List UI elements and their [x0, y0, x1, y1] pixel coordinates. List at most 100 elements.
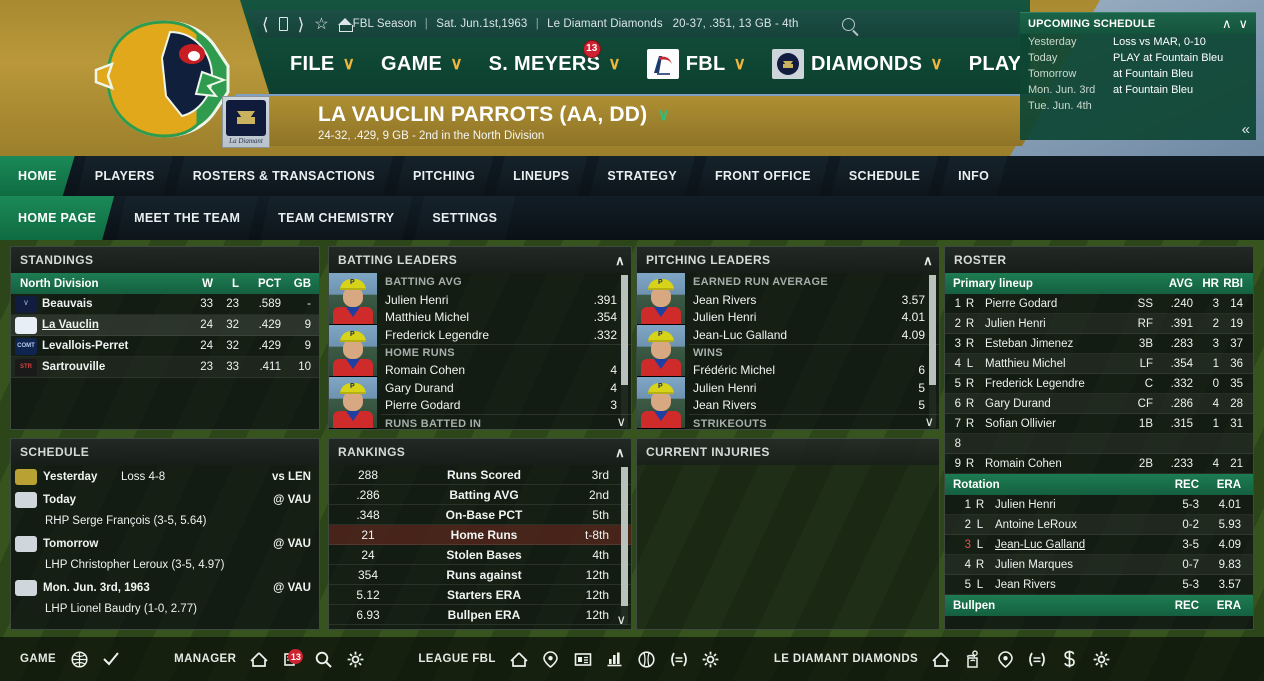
rotation-row[interactable]: 5 L Jean Rivers 5-3 3.57: [945, 575, 1253, 595]
lineup-row[interactable]: 6 R Gary Durand CF .286 4 28: [945, 394, 1253, 414]
chevron-up-icon[interactable]: ∧: [615, 252, 625, 268]
dollar-icon[interactable]: [1058, 648, 1080, 670]
page-icon[interactable]: [278, 17, 288, 31]
player-name[interactable]: Jean-Luc Galland: [995, 538, 1086, 551]
standings-row[interactable]: V Beauvais 33 23 .589 -: [11, 294, 319, 315]
news-icon[interactable]: [572, 648, 594, 670]
chevron-right-icon[interactable]: ⟩: [297, 14, 305, 34]
search-icon[interactable]: [842, 17, 855, 31]
tab-home[interactable]: HOME: [0, 156, 75, 196]
schedule-item[interactable]: Mon. Jun. 3rd, 1963 @ VAU LHP Lionel Baudr…: [11, 576, 319, 620]
gear-icon[interactable]: [1090, 648, 1112, 670]
player-name[interactable]: Antoine LeRoux: [995, 518, 1077, 531]
lineup-row[interactable]: 1 R Pierre Godard SS .240 3 14: [945, 294, 1253, 314]
leader-player-name[interactable]: Jean Rivers: [693, 398, 757, 413]
collapse-icon[interactable]: «: [1241, 121, 1250, 138]
lineup-row[interactable]: 5 R Frederick Legendre C .332 0 35: [945, 374, 1253, 394]
schedule-item[interactable]: Tomorrow @ VAU LHP Christopher Leroux (3-5…: [11, 532, 319, 576]
lineup-row[interactable]: 2 R Julien Henri RF .391 2 19: [945, 314, 1253, 334]
menu-fbl[interactable]: FBL ∨: [646, 49, 746, 79]
rankings-row[interactable]: 21 Home Runs t-8th: [329, 525, 631, 545]
player-name[interactable]: Julien Marques: [995, 558, 1073, 571]
leader-player-name[interactable]: Jean-Luc Galland: [693, 327, 788, 342]
player-name[interactable]: Jean Rivers: [995, 578, 1056, 591]
upcoming-row[interactable]: Tomorrow at Fountain Bleu: [1020, 66, 1256, 82]
schedule-item[interactable]: Yesterday Loss 4-8 vs LEN: [11, 465, 319, 488]
subtab-home-page[interactable]: HOME PAGE: [0, 196, 114, 240]
standings-row[interactable]: COMT Levallois-Perret 24 32 .429 9: [11, 336, 319, 357]
leader-player-name[interactable]: Gary Durand: [385, 380, 454, 395]
lineup-row[interactable]: 8: [945, 434, 1253, 454]
leader-row[interactable]: Romain Cohen 4: [381, 362, 631, 380]
rankings-row[interactable]: 288 Runs Scored 3rd: [329, 465, 631, 485]
chevron-down-icon[interactable]: ∨: [608, 54, 621, 73]
chevron-down-icon[interactable]: ∨: [924, 414, 934, 429]
home-icon[interactable]: [248, 648, 270, 670]
inbox-icon[interactable]: 13: [280, 648, 304, 670]
player-name[interactable]: Matthieu Michel: [985, 357, 1066, 370]
tab-players[interactable]: PLAYERS: [77, 156, 173, 196]
chart-icon[interactable]: [604, 648, 626, 670]
tab-rosters-transactions[interactable]: ROSTERS & TRANSACTIONS: [175, 156, 393, 196]
gear-icon[interactable]: [700, 648, 722, 670]
rankings-row[interactable]: 5.12 Starters ERA 12th: [329, 585, 631, 605]
rankings-row[interactable]: 354 Runs against 12th: [329, 565, 631, 585]
leader-row[interactable]: Pierre Godard 3: [381, 397, 631, 415]
upcoming-row[interactable]: Today PLAY at Fountain Bleu: [1020, 50, 1256, 66]
leader-player-name[interactable]: Frederick Legendre: [385, 327, 490, 342]
chevron-down-icon[interactable]: ∨: [733, 54, 746, 73]
leader-row[interactable]: Julien Henri .391: [381, 291, 631, 309]
chevron-down-icon[interactable]: ∨: [616, 414, 626, 429]
standings-row[interactable]: La Vauclin 24 32 .429 9: [11, 315, 319, 336]
chevron-left-icon[interactable]: ⟨: [262, 14, 269, 34]
standings-team-name[interactable]: La Vauclin: [42, 319, 99, 331]
leader-player-name[interactable]: Romain Cohen: [385, 363, 466, 378]
search-icon[interactable]: [312, 648, 334, 670]
player-name[interactable]: Pierre Godard: [985, 297, 1058, 310]
leader-player-name[interactable]: Jean Rivers: [693, 292, 757, 307]
player-name[interactable]: Frederick Legendre: [985, 377, 1085, 390]
chevron-down-icon[interactable]: ∨: [930, 54, 943, 73]
chevron-down-icon[interactable]: ∨: [342, 54, 355, 73]
leader-row[interactable]: Jean Rivers 3.57: [689, 291, 939, 309]
leader-row[interactable]: Julien Henri 5: [689, 379, 939, 397]
check-icon[interactable]: [100, 648, 122, 670]
scrollbar[interactable]: [621, 467, 628, 625]
rankings-row[interactable]: .286 Batting AVG 2nd: [329, 485, 631, 505]
subtab-meet-the-team[interactable]: MEET THE TEAM: [116, 196, 258, 240]
rotation-row[interactable]: 1 R Julien Henri 5-3 4.01: [945, 495, 1253, 515]
chevron-up-icon[interactable]: ∧: [1221, 16, 1232, 31]
player-name[interactable]: Esteban Jimenez: [985, 337, 1074, 350]
leader-row[interactable]: Gary Durand 4: [381, 379, 631, 397]
leader-player-name[interactable]: Matthieu Michel: [385, 310, 470, 325]
upcoming-row[interactable]: Tue. Jun. 4th: [1020, 98, 1256, 114]
menu-game[interactable]: GAME ∨: [381, 53, 463, 76]
rankings-row[interactable]: .348 On-Base PCT 5th: [329, 505, 631, 525]
chevron-down-icon[interactable]: ∨: [450, 54, 463, 73]
tab-schedule[interactable]: SCHEDULE: [831, 156, 938, 196]
transaction-icon[interactable]: [668, 648, 690, 670]
schedule-item[interactable]: Today @ VAU RHP Serge François (3-5, 5.64): [11, 488, 319, 532]
leader-row[interactable]: Julien Henri 4.01: [689, 309, 939, 327]
leader-player-name[interactable]: Julien Henri: [693, 310, 757, 325]
league-diamond-badge[interactable]: La Diamant: [222, 96, 270, 148]
schedule-pitcher[interactable]: RHP Serge François (3-5, 5.64): [45, 514, 207, 527]
rotation-row[interactable]: 2 L Antoine LeRoux 0-2 5.93: [945, 515, 1253, 535]
tab-front-office[interactable]: FRONT OFFICE: [697, 156, 829, 196]
player-name[interactable]: Gary Durand: [985, 397, 1051, 410]
leader-row[interactable]: Jean-Luc Galland 4.09: [689, 326, 939, 344]
tab-pitching[interactable]: PITCHING: [395, 156, 493, 196]
leader-player-name[interactable]: Julien Henri: [385, 292, 449, 307]
rotation-row[interactable]: 3 L Jean-Luc Galland 3-5 4.09: [945, 535, 1253, 555]
transaction-icon[interactable]: [1026, 648, 1048, 670]
schedule-pitcher[interactable]: LHP Lionel Baudry (1-0, 2.77): [45, 602, 197, 615]
star-icon[interactable]: ☆: [314, 16, 329, 33]
home-icon[interactable]: [337, 17, 354, 32]
menu-s--meyers[interactable]: S. MEYERS ∨ 13: [489, 39, 621, 76]
location-icon[interactable]: [540, 648, 562, 670]
lineup-row[interactable]: 7 R Sofian Ollivier 1B .315 1 31: [945, 414, 1253, 434]
player-name[interactable]: Julien Henri: [985, 317, 1046, 330]
location-icon[interactable]: [994, 648, 1016, 670]
player-name[interactable]: Julien Henri: [995, 498, 1056, 511]
leader-row[interactable]: Frederick Legendre .332: [381, 326, 631, 344]
